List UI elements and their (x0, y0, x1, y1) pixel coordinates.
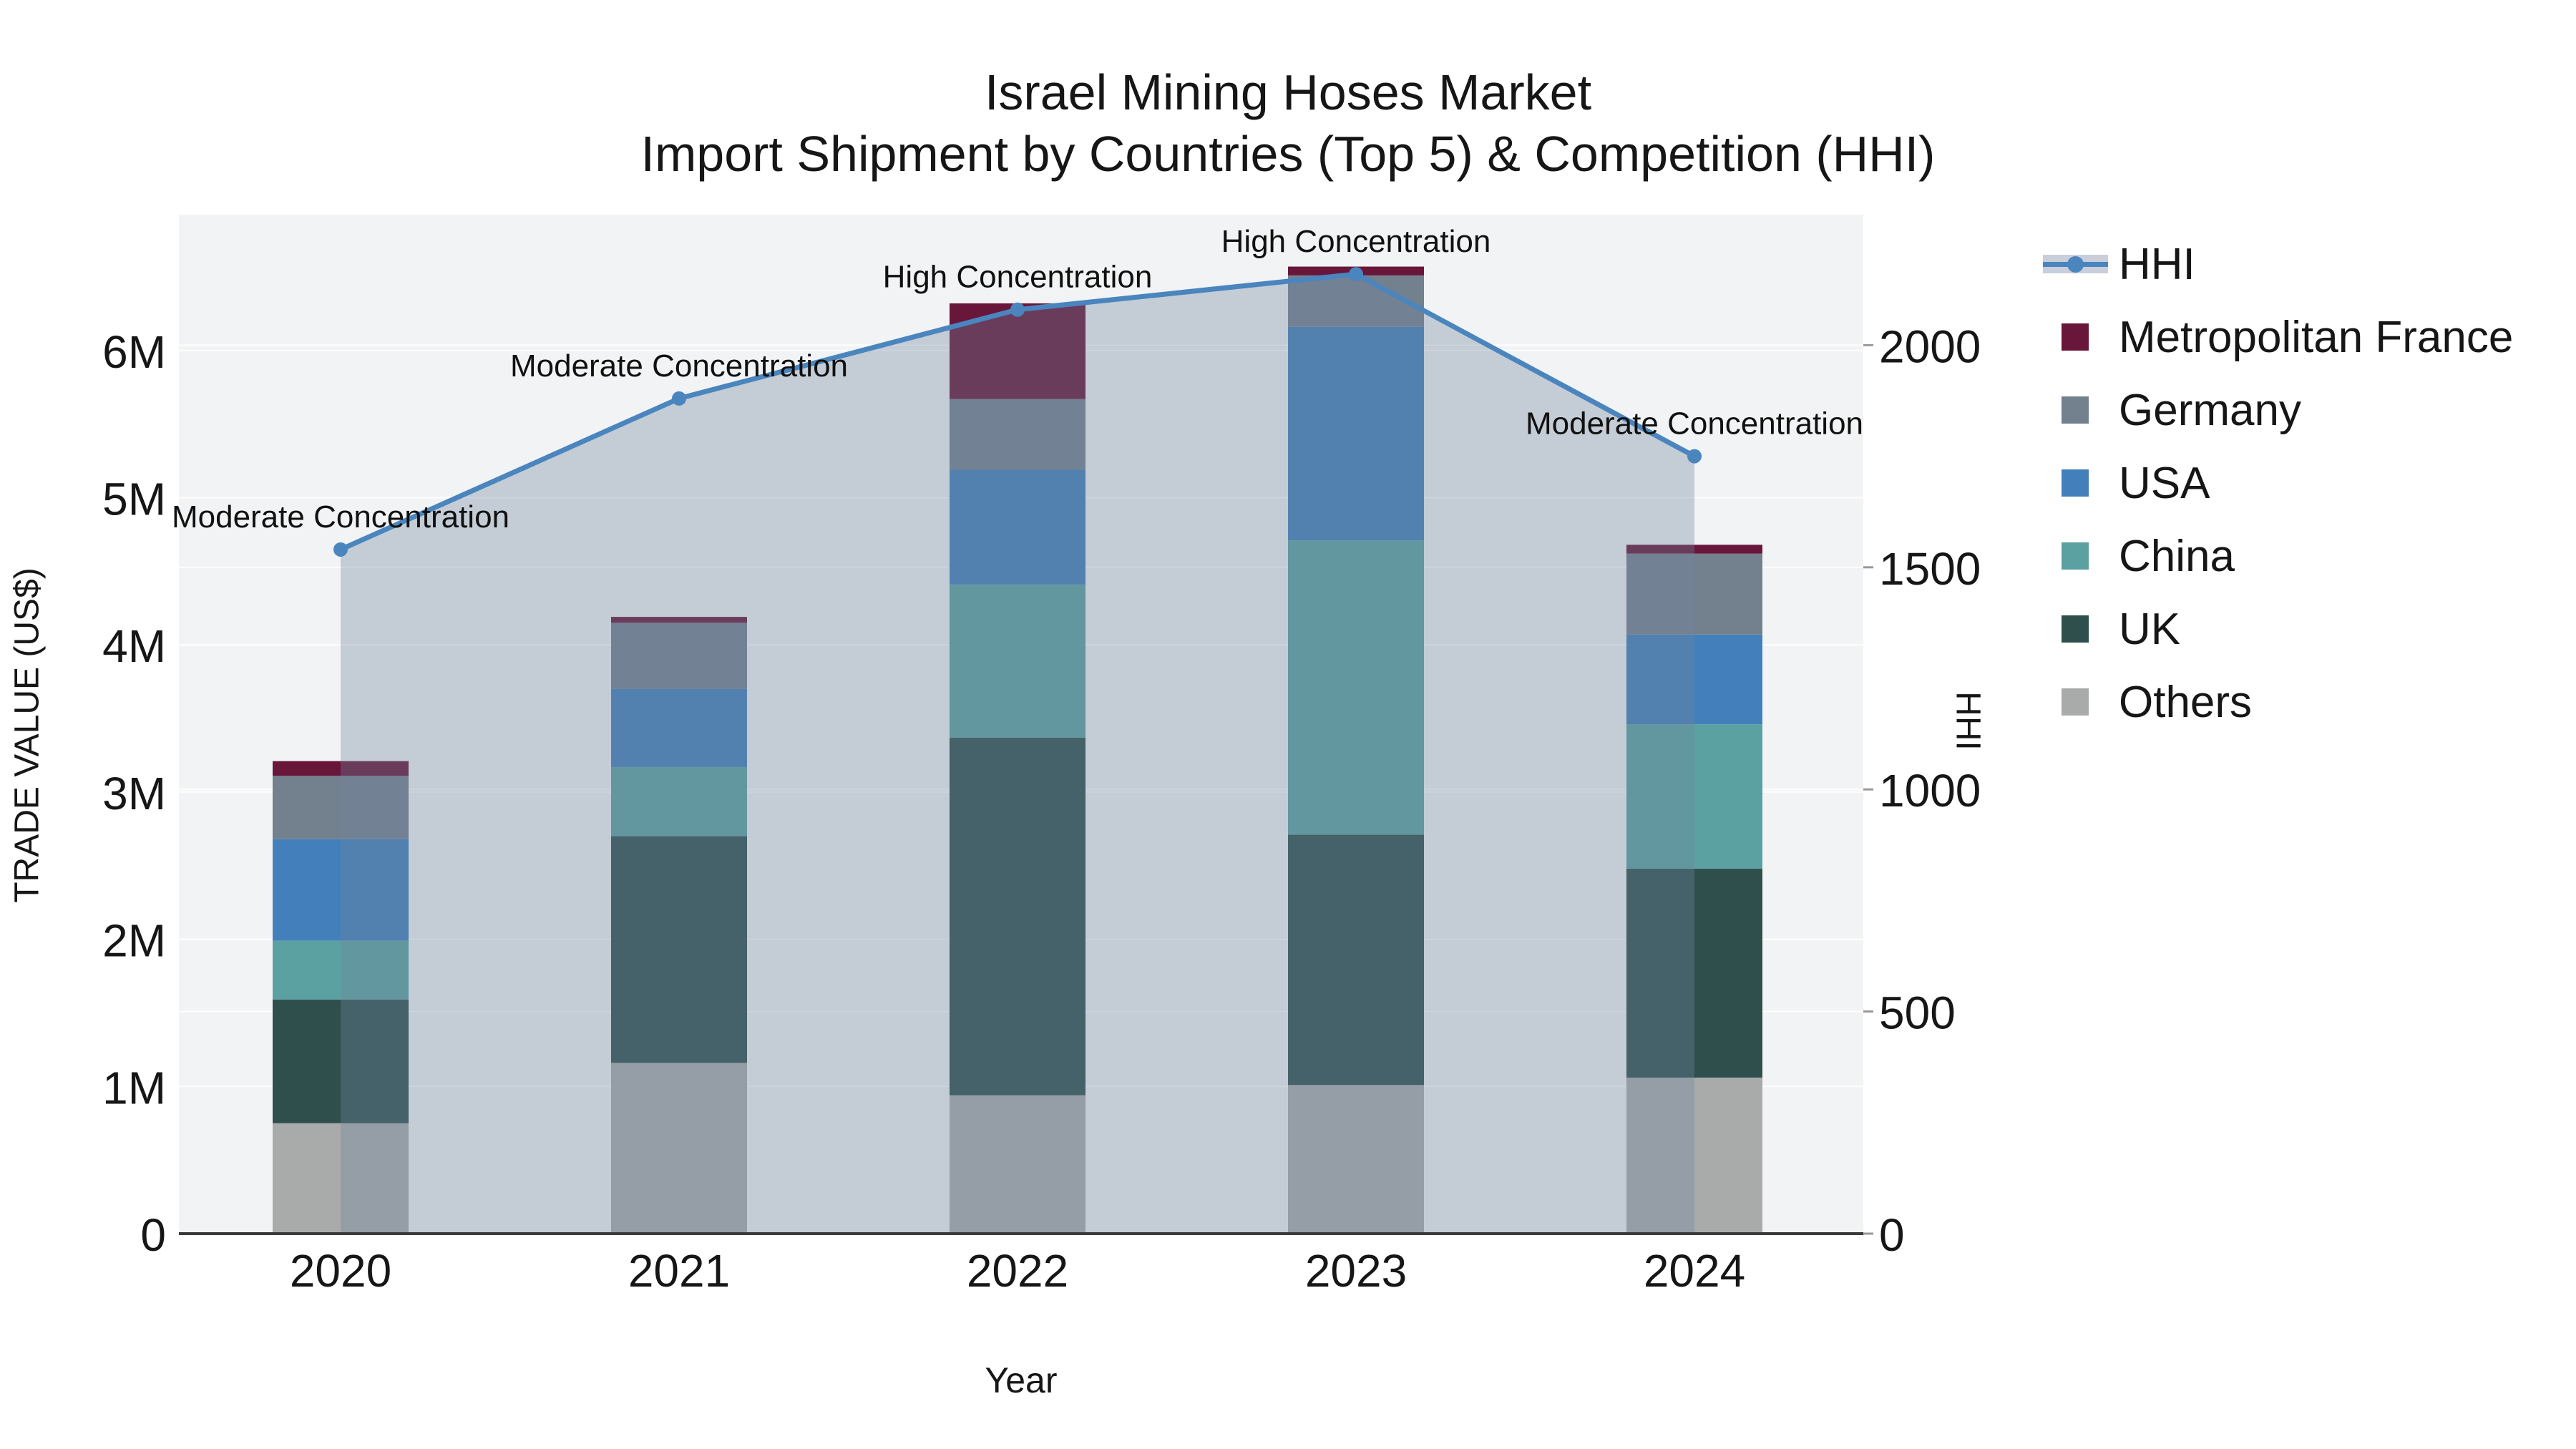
chart-title-line2: Import Shipment by Countries (Top 5) & C… (640, 126, 1936, 182)
y-tick-label-6M: 6M (102, 326, 166, 378)
y-tick-label-3M: 3M (102, 768, 166, 819)
y-tick-label-5M: 5M (102, 474, 166, 525)
x-tick-label-2022: 2022 (967, 1245, 1068, 1297)
annotation-label-2024: Moderate Concentration (1526, 406, 1863, 441)
bar-segment-china-2024[interactable] (1626, 724, 1762, 869)
legend-item-others[interactable]: Others (2043, 665, 2513, 738)
bar-segment-others-2024[interactable] (1626, 1077, 1762, 1234)
hhi-marker-2023[interactable] (1349, 267, 1363, 282)
x-tick-label-2023: 2023 (1305, 1245, 1407, 1297)
legend-label: HHI (2119, 239, 2195, 289)
legend-label: Germany (2119, 385, 2301, 435)
annotation-label-2023: High Concentration (1221, 224, 1491, 259)
chart-title-line1: Israel Mining Hoses Market (984, 64, 1592, 120)
bar-segment-metropolitan-france-2024[interactable] (1626, 545, 1762, 554)
legend-label: Metropolitan France (2119, 312, 2514, 362)
y2-tick-label-0: 0 (1879, 1209, 1905, 1261)
bar-segment-china-2021[interactable] (611, 766, 747, 836)
x-tick-label-2020: 2020 (290, 1245, 391, 1297)
bar-segment-uk-2020[interactable] (273, 999, 409, 1123)
y2-tick-label-500: 500 (1879, 987, 1956, 1039)
legend-swatch-germany (2062, 396, 2089, 424)
y-tick-label-2M: 2M (102, 915, 166, 967)
legend-label: USA (2119, 458, 2210, 508)
hhi-marker-2024[interactable] (1687, 449, 1702, 464)
bar-segment-germany-2024[interactable] (1626, 553, 1762, 635)
bar-segment-others-2020[interactable] (273, 1123, 409, 1234)
hhi-marker-2022[interactable] (1010, 302, 1025, 317)
bar-segment-uk-2021[interactable] (611, 836, 747, 1063)
legend-swatch-others (2062, 688, 2089, 716)
chart-title: Israel Mining Hoses Market Import Shipme… (0, 62, 2576, 185)
bar-segment-metropolitan-france-2020[interactable] (273, 761, 409, 776)
annotation-label-2022: High Concentration (883, 260, 1153, 295)
y2-tick-label-2000: 2000 (1879, 321, 1981, 372)
legend-item-germany[interactable]: Germany (2043, 374, 2513, 447)
legend-item-hhi[interactable]: HHI (2043, 228, 2513, 301)
bar-segment-usa-2021[interactable] (611, 688, 747, 767)
x-axis-title: Year (985, 1360, 1058, 1400)
hhi-marker-2021[interactable] (672, 391, 686, 406)
bar-segment-china-2023[interactable] (1288, 540, 1424, 835)
legend-swatch-uk (2062, 615, 2089, 643)
x-tick-label-2021: 2021 (628, 1245, 730, 1297)
legend-swatch-metropolitan-france (2062, 323, 2089, 351)
bar-segment-usa-2023[interactable] (1288, 326, 1424, 541)
hhi-area-fill (341, 274, 1694, 1234)
annotation-label-2020: Moderate Concentration (172, 499, 509, 535)
y-axis-title: TRADE VALUE (US$) (8, 567, 47, 903)
legend-hhi-marker-swatch (2067, 256, 2084, 273)
bar-segment-china-2022[interactable] (950, 584, 1085, 738)
legend-item-uk[interactable]: UK (2043, 592, 2513, 665)
annotation-label-2021: Moderate Concentration (510, 348, 848, 384)
y2-axis-title: HHI (1948, 691, 1987, 751)
legend-item-china[interactable]: China (2043, 519, 2513, 592)
bar-segment-others-2022[interactable] (950, 1095, 1085, 1234)
bar-segment-usa-2022[interactable] (950, 469, 1085, 585)
legend-item-metropolitan-france[interactable]: Metropolitan France (2043, 301, 2513, 374)
legend-swatch-china (2062, 542, 2089, 570)
y2-tick-label-1000: 1000 (1879, 765, 1981, 816)
y-tick-label-4M: 4M (102, 620, 166, 672)
bar-segment-germany-2020[interactable] (273, 776, 409, 839)
legend-item-usa[interactable]: USA (2043, 447, 2513, 519)
legend: HHI Metropolitan France Germany USA China UK O… (2043, 228, 2513, 738)
bar-segment-usa-2024[interactable] (1626, 634, 1762, 725)
bar-segment-others-2023[interactable] (1288, 1085, 1424, 1234)
bar-segment-germany-2022[interactable] (950, 399, 1085, 470)
bar-segment-uk-2023[interactable] (1288, 834, 1424, 1085)
bar-segment-uk-2022[interactable] (950, 737, 1085, 1096)
bar-segment-uk-2024[interactable] (1626, 868, 1762, 1078)
legend-hhi-line-icon (2043, 255, 2108, 273)
y2-tick-label-1500: 1500 (1879, 543, 1981, 595)
bar-segment-china-2020[interactable] (273, 940, 409, 1000)
bar-segment-others-2021[interactable] (611, 1063, 747, 1234)
y-tick-label-0: 0 (140, 1209, 166, 1261)
bar-segment-usa-2020[interactable] (273, 839, 409, 941)
bar-segment-metropolitan-france-2021[interactable] (611, 617, 747, 623)
bar-segment-germany-2021[interactable] (611, 623, 747, 689)
legend-label: China (2119, 531, 2235, 581)
legend-swatch-usa (2062, 469, 2089, 497)
y-tick-label-1M: 1M (102, 1062, 166, 1113)
x-tick-label-2024: 2024 (1644, 1245, 1745, 1297)
legend-label: Others (2119, 677, 2253, 727)
legend-label: UK (2119, 604, 2181, 654)
hhi-marker-2020[interactable] (333, 542, 348, 557)
